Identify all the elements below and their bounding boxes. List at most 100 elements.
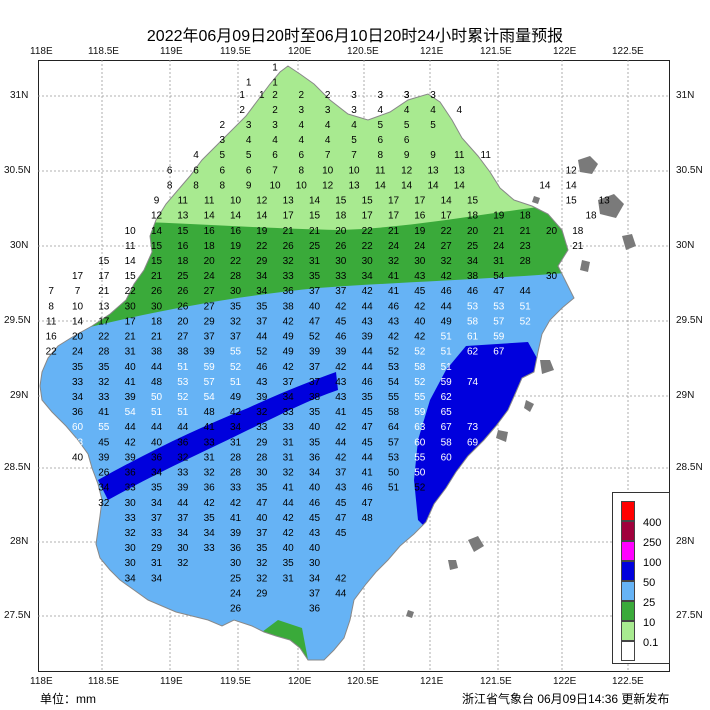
rain-value: 34 [204,528,216,539]
rain-value: 40 [283,543,295,554]
rain-value: 45 [362,437,374,448]
rain-value: 63 [414,422,426,433]
rain-value: 13 [427,165,439,176]
rain-value: 30 [414,256,426,267]
rain-value: 57 [493,316,505,327]
rain-value: 54 [204,392,216,403]
rain-value: 57 [388,437,400,448]
rain-value: 1 [246,78,252,89]
rain-value: 18 [572,226,584,237]
rain-value: 8 [48,301,54,312]
rain-value: 30 [125,301,137,312]
rain-value: 34 [309,573,321,584]
rain-value: 35 [256,483,268,494]
rain-value: 35 [256,543,268,554]
rain-value: 32 [230,316,242,327]
rain-value: 28 [520,256,532,267]
rain-value: 38 [283,301,295,312]
rain-value: 17 [72,271,84,282]
rain-value: 32 [256,407,268,418]
rain-value: 29 [204,316,216,327]
rain-value: 52 [414,377,426,388]
rain-value: 43 [335,392,347,403]
legend-label: 250 [643,537,662,549]
rain-value: 32 [283,256,295,267]
rain-value: 33 [125,513,137,524]
rain-value: 35 [151,483,163,494]
rain-value: 52 [520,316,532,327]
rain-value: 42 [335,573,347,584]
rain-value: 51 [520,301,532,312]
rain-value: 46 [467,286,479,297]
rain-value: 52 [414,483,426,494]
rain-value: 36 [177,437,189,448]
rain-value: 24 [72,347,84,358]
rain-value: 42 [335,422,347,433]
rain-value: 38 [309,392,321,403]
rain-value: 31 [230,437,242,448]
rain-value: 46 [256,362,268,373]
lat-tick: 28N [10,536,29,547]
rain-value: 18 [177,256,189,267]
rain-value: 49 [283,347,295,358]
rain-value: 26 [177,301,189,312]
rain-value: 14 [151,226,163,237]
rain-value: 6 [193,165,199,176]
rain-value: 27 [204,286,216,297]
rain-value: 58 [414,362,426,373]
rain-value: 37 [283,377,295,388]
rain-value: 47 [335,513,347,524]
rain-value: 41 [98,407,110,418]
rain-value: 27 [177,332,189,343]
rain-value: 51 [441,362,453,373]
rain-value: 12 [401,165,413,176]
rain-value: 52 [256,347,268,358]
rain-value: 44 [362,301,374,312]
rain-value: 4 [325,120,331,131]
rain-value: 17 [362,211,374,222]
rain-value: 37 [151,513,163,524]
rain-value: 22 [441,226,453,237]
lon-tick: 119.5E [220,676,251,687]
rain-value: 35 [309,271,321,282]
rain-value: 4 [351,120,357,131]
rain-value: 7 [48,286,54,297]
rain-value: 42 [283,362,295,373]
rain-value: 62 [467,347,479,358]
lat-tick: 29N [10,390,29,401]
rain-value: 6 [220,165,226,176]
rain-value: 2 [325,90,331,101]
rain-value: 33 [72,377,84,388]
rain-value: 21 [572,241,584,252]
rain-value: 13 [177,211,189,222]
rain-value: 32 [441,256,453,267]
rain-value: 24 [230,588,242,599]
rain-value: 46 [362,377,374,388]
rain-value: 37 [177,513,189,524]
rain-value: 34 [151,468,163,479]
rain-value: 53 [388,362,400,373]
rain-value: 19 [414,226,426,237]
rain-value: 41 [204,422,216,433]
rain-value: 40 [309,422,321,433]
rain-value: 51 [151,407,163,418]
rain-value: 29 [256,256,268,267]
rain-value: 3 [430,90,436,101]
rain-value: 13 [283,196,295,207]
rain-value: 51 [177,407,189,418]
rain-value: 5 [351,135,357,146]
lat-tick: 28.5N [4,462,31,473]
rain-value: 6 [299,150,305,161]
rain-value: 41 [283,483,295,494]
rain-value: 60 [414,437,426,448]
rain-value: 14 [204,211,216,222]
lat-tick: 27.5N [676,610,703,621]
rain-value: 44 [283,498,295,509]
rain-value: 14 [401,180,413,191]
rain-value: 30 [230,558,242,569]
rain-value: 26 [177,286,189,297]
lon-tick: 119.5E [220,46,251,57]
rain-value: 3 [404,90,410,101]
rain-value: 16 [46,332,58,343]
rain-value: 3 [325,105,331,116]
